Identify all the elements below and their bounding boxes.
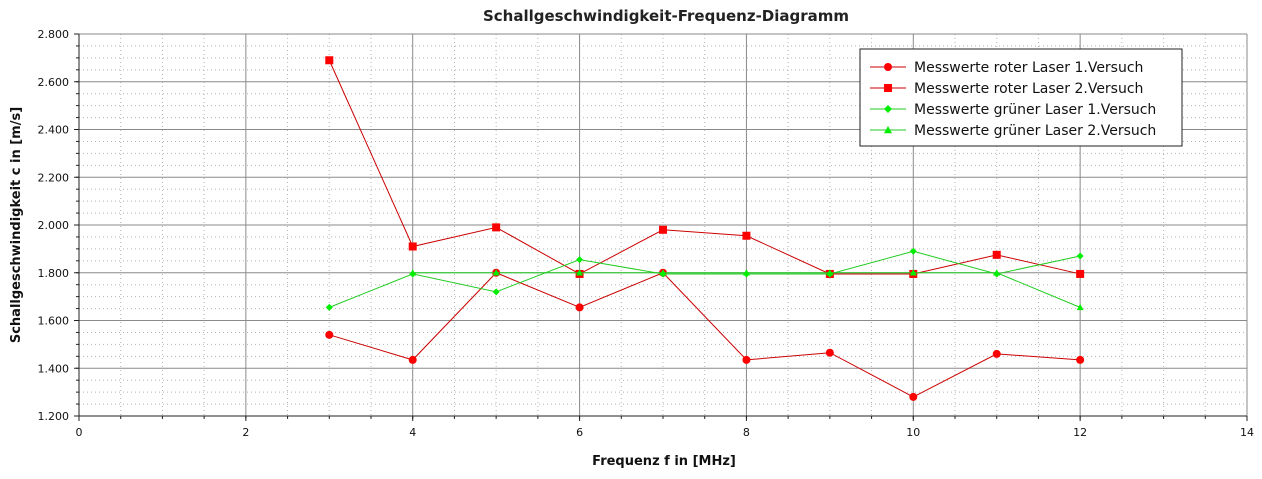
x-tick-label: 6 <box>576 426 583 439</box>
y-tick-label: 1.400 <box>38 362 70 375</box>
data-point <box>1076 303 1084 311</box>
y-tick-label: 1.600 <box>38 315 70 328</box>
x-tick-label: 8 <box>743 426 750 439</box>
data-point <box>492 288 500 296</box>
series-4 <box>409 269 1084 311</box>
legend-marker <box>884 105 892 113</box>
x-tick-label: 14 <box>1240 426 1254 439</box>
legend-item: Messwerte roter Laser 1.Versuch <box>870 60 1143 76</box>
data-point <box>909 392 918 401</box>
x-axis-ticks: 0 2 4 6 8 10 12 14 <box>76 416 1254 439</box>
x-tick-label: 2 <box>242 426 249 439</box>
y-tick-label: 2.600 <box>38 76 70 89</box>
legend-item: Messwerte grüner Laser 1.Versuch <box>870 102 1156 118</box>
data-point <box>909 269 917 276</box>
y-axis-ticks: 1.200 1.400 1.600 1.800 2.000 2.200 2.400 2.600… <box>38 28 79 423</box>
x-tick-label: 12 <box>1073 426 1087 439</box>
legend-marker <box>884 84 892 92</box>
legend-marker <box>884 126 892 134</box>
data-point <box>408 355 417 364</box>
x-axis-label: Frequenz f in [MHz] <box>592 454 736 469</box>
data-point <box>742 355 751 364</box>
data-point <box>742 269 750 276</box>
data-point <box>825 348 834 357</box>
series-3 <box>325 247 1084 311</box>
legend-label: Messwerte roter Laser 2.Versuch <box>914 81 1143 97</box>
data-point <box>325 56 334 65</box>
data-point <box>325 303 333 311</box>
data-point <box>1076 355 1085 364</box>
data-point <box>742 231 751 240</box>
y-tick-label: 1.800 <box>38 267 70 280</box>
x-tick-label: 0 <box>76 426 83 439</box>
data-point <box>575 303 584 312</box>
data-point <box>492 223 501 232</box>
y-tick-label: 1.200 <box>38 410 70 423</box>
y-tick-label: 2.200 <box>38 171 70 184</box>
data-point <box>1076 269 1085 278</box>
data-point <box>576 256 584 264</box>
data-point <box>992 250 1001 259</box>
legend-label: Messwerte grüner Laser 2.Versuch <box>914 123 1156 139</box>
legend-item: Messwerte roter Laser 2.Versuch <box>870 81 1143 97</box>
data-point <box>325 330 334 339</box>
series-line <box>329 272 1081 398</box>
series-line <box>328 60 1081 275</box>
x-tick-label: 4 <box>409 426 416 439</box>
data-point <box>409 269 417 276</box>
chart-title: Schallgeschwindigkeit-Frequenz-Diagramm <box>483 7 849 25</box>
data-point <box>576 269 584 276</box>
y-tick-label: 2.800 <box>38 28 70 41</box>
y-tick-label: 2.400 <box>38 124 70 137</box>
y-tick-label: 2.000 <box>38 219 70 232</box>
x-tick-label: 10 <box>906 426 920 439</box>
legend: Messwerte roter Laser 1.Versuch Messwerte… <box>859 48 1183 147</box>
data-point <box>1076 252 1084 260</box>
series-line <box>329 250 1081 308</box>
legend-label: Messwerte grüner Laser 1.Versuch <box>914 102 1156 118</box>
series-group <box>325 56 1085 401</box>
data-point <box>492 269 500 276</box>
data-point <box>992 349 1001 358</box>
y-axis-label: Schallgeschwindigkeit c in [m/s] <box>9 107 24 343</box>
data-point <box>659 225 667 234</box>
data-point <box>659 269 667 276</box>
data-point <box>408 242 417 251</box>
legend-item: Messwerte grüner Laser 2.Versuch <box>870 123 1156 139</box>
legend-marker <box>884 63 892 71</box>
data-point <box>993 269 1001 276</box>
legend-label: Messwerte roter Laser 1.Versuch <box>914 60 1143 76</box>
legend-box <box>859 48 1183 147</box>
data-point <box>826 269 834 276</box>
series-1 <box>325 268 1085 401</box>
data-point <box>909 247 917 255</box>
